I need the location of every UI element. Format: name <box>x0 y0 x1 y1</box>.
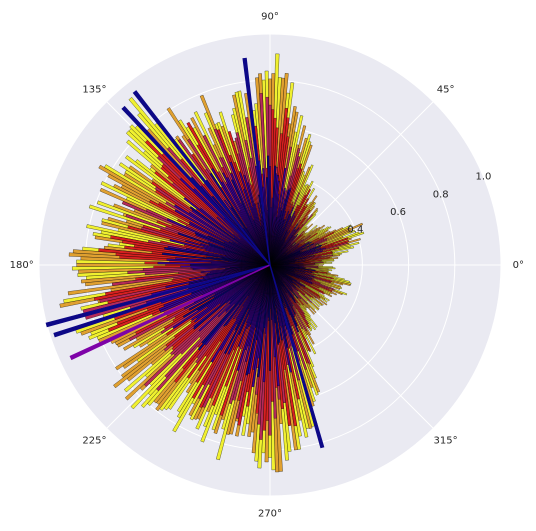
bar-785 <box>269 211 296 266</box>
angular-tick-labels: 0° 45° 90° 135° 180° 225° 270° 315° <box>10 12 524 520</box>
bar-990 <box>268 264 272 371</box>
bar-series <box>45 53 365 473</box>
radial-tick-label-3: 0.8 <box>433 189 449 200</box>
bar-1080 <box>132 90 271 266</box>
bar-856 <box>179 177 271 266</box>
bar-1085 <box>269 264 325 449</box>
bar-1079 <box>269 264 300 266</box>
angular-tick-label-1: 45° <box>437 84 455 95</box>
bar-963 <box>223 264 271 355</box>
angular-tick-label-5: 225° <box>82 436 106 447</box>
bar-987 <box>262 264 271 383</box>
angular-tick-label-4: 180° <box>10 260 34 271</box>
angular-tick-label-7: 315° <box>434 436 458 447</box>
angular-tick-label-0: 0° <box>513 260 524 271</box>
angular-tick-label-3: 135° <box>82 84 106 95</box>
bar-1083 <box>53 264 271 338</box>
bar-1084 <box>69 264 271 361</box>
bar-1086 <box>242 57 271 266</box>
bar-801 <box>269 167 287 266</box>
radial-tick-labels: 0.2 0.4 0.6 0.8 1.0 <box>305 172 492 254</box>
radial-tick-label-4: 1.0 <box>475 172 491 183</box>
radial-tick-label-1: 0.4 <box>347 225 363 236</box>
bar-862 <box>183 197 271 266</box>
bar-1082 <box>45 264 271 328</box>
bar-951 <box>204 264 271 346</box>
radial-tick-label-0: 0.2 <box>305 242 321 253</box>
bar-868 <box>174 204 271 266</box>
bar-894 <box>162 252 271 266</box>
radial-tick-label-2: 0.6 <box>390 207 406 218</box>
bar-891 <box>164 247 271 266</box>
bar-870 <box>174 209 271 266</box>
bar-1062 <box>269 264 313 280</box>
bar-1081 <box>121 105 271 266</box>
angular-tick-label-6: 270° <box>258 508 282 519</box>
angular-tick-label-2: 90° <box>261 12 279 23</box>
bar-865 <box>191 209 271 266</box>
